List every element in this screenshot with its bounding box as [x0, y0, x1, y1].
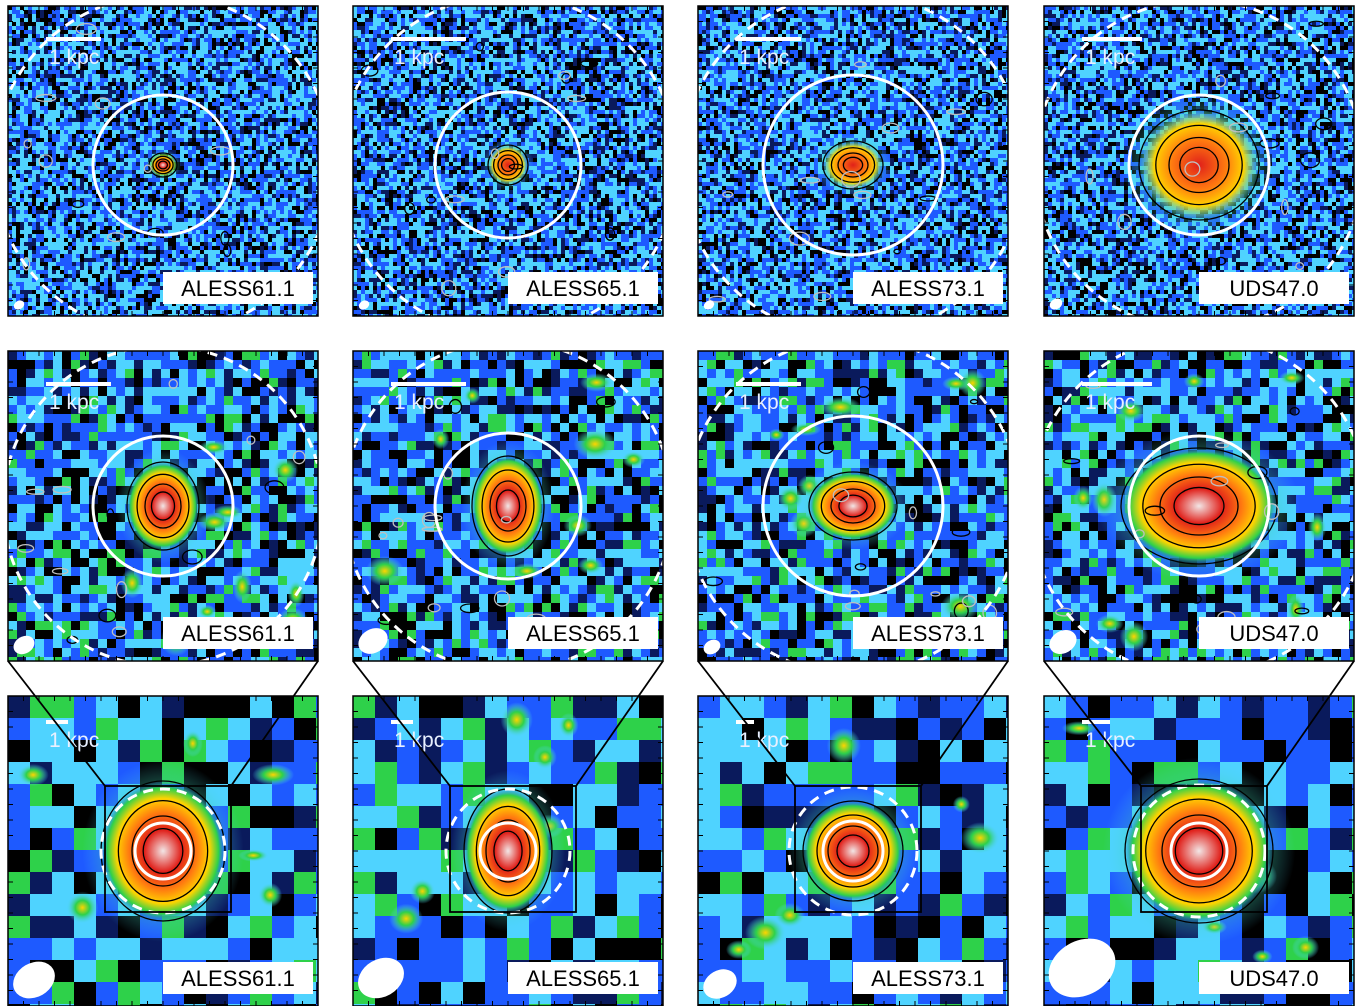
source-emission — [1125, 779, 1273, 923]
beam-ellipse — [358, 957, 404, 999]
zoom-box — [794, 785, 922, 913]
aperture-circle — [1169, 821, 1229, 881]
aperture-dashed-circle — [444, 787, 572, 915]
flux-contours — [1124, 778, 1274, 924]
source-label: ALESS61.1 — [163, 617, 313, 649]
flux-contours — [377, 396, 616, 626]
zoom-connector-lines — [7, 660, 1355, 787]
aperture-dashed-circle — [99, 787, 227, 915]
image-panel: 1 kpc UDS47.0 — [1043, 695, 1355, 1006]
aperture-circle — [433, 431, 583, 581]
image-panel: 1 kpc ALESS73.1 — [697, 5, 1009, 317]
aperture-circle — [478, 821, 538, 881]
aperture-circle — [1127, 93, 1271, 237]
scale-bar-label: 1 kpc — [739, 46, 789, 69]
beam-ellipse — [13, 300, 25, 310]
source-emission — [1121, 448, 1277, 564]
aperture-dashed-circle — [787, 785, 919, 917]
image-panel: 1 kpc ALESS61.1 — [7, 5, 319, 317]
source-label: ALESS65.1 — [508, 962, 658, 994]
source-label: UDS47.0 — [1199, 272, 1349, 304]
flux-contours — [708, 61, 993, 303]
scale-bar-label: 1 kpc — [394, 46, 444, 69]
beam-ellipse — [703, 639, 721, 655]
scale-bar-label: 1 kpc — [49, 391, 99, 414]
source-label: ALESS73.1 — [853, 617, 1003, 649]
image-panel: 1 kpc UDS47.0 — [1043, 5, 1355, 317]
aperture-circle — [433, 90, 583, 240]
source-label: ALESS73.1 — [853, 272, 1003, 304]
source-label: ALESS61.1 — [163, 962, 313, 994]
image-panel: 1 kpc ALESS65.1 — [352, 695, 664, 1006]
beam-ellipse — [358, 628, 388, 654]
flux-contours — [1085, 20, 1333, 297]
scale-bar-label: 1 kpc — [1085, 391, 1135, 414]
zoom-box — [104, 785, 232, 913]
scale-bar-label: 1 kpc — [394, 729, 444, 752]
scale-bar-label: 1 kpc — [49, 46, 99, 69]
image-panel: 1 kpc ALESS65.1 — [352, 350, 664, 662]
beam-ellipse — [13, 961, 55, 999]
scale-bar-label: 1 kpc — [739, 391, 789, 414]
aperture-circle — [133, 821, 193, 881]
source-label: ALESS65.1 — [508, 617, 658, 649]
scale-bar-label: 1 kpc — [1085, 46, 1135, 69]
flux-contours — [463, 788, 553, 914]
aperture-circle — [1127, 434, 1271, 578]
scale-bar-label: 1 kpc — [49, 729, 99, 752]
source-label: ALESS61.1 — [163, 272, 313, 304]
image-panel: 1 kpc ALESS73.1 — [697, 350, 1009, 662]
flux-contours — [17, 378, 306, 645]
source-label: ALESS65.1 — [508, 272, 658, 304]
source-label: ALESS73.1 — [853, 962, 1003, 994]
image-panel: 1 kpc ALESS61.1 — [7, 350, 319, 662]
aperture-circle — [761, 414, 945, 598]
flux-contours — [802, 800, 904, 902]
scale-bar-label: 1 kpc — [739, 729, 789, 752]
scale-bar-label: 1 kpc — [1085, 729, 1135, 752]
flux-contours — [703, 385, 998, 622]
aperture-circle — [761, 73, 945, 257]
image-panel: 1 kpc ALESS73.1 — [697, 695, 1009, 1006]
beam-ellipse — [1049, 298, 1063, 310]
scale-bar-label: 1 kpc — [394, 391, 444, 414]
beam-ellipse — [358, 300, 370, 310]
aperture-circle — [821, 819, 885, 883]
source-label: UDS47.0 — [1199, 617, 1349, 649]
source-emission — [464, 789, 552, 913]
beam-ellipse — [1049, 630, 1077, 654]
zoom-box — [1140, 785, 1268, 913]
aperture-circle — [91, 434, 235, 578]
image-panel: 1 kpc UDS47.0 — [1043, 350, 1355, 662]
flux-contours — [1055, 382, 1310, 635]
beam-ellipse — [703, 969, 737, 999]
source-emission — [101, 781, 225, 921]
zoom-box — [449, 785, 577, 913]
beam-ellipse — [703, 300, 715, 310]
image-panel: 1 kpc ALESS65.1 — [352, 5, 664, 317]
aperture-dashed-circle — [1131, 783, 1267, 919]
image-panel: 1 kpc ALESS61.1 — [7, 695, 319, 1006]
source-label: UDS47.0 — [1199, 962, 1349, 994]
aperture-circle — [91, 93, 235, 237]
beam-ellipse — [13, 635, 35, 655]
flux-contours — [360, 41, 616, 297]
flux-contours — [22, 22, 232, 291]
beam-ellipse — [1048, 938, 1116, 998]
